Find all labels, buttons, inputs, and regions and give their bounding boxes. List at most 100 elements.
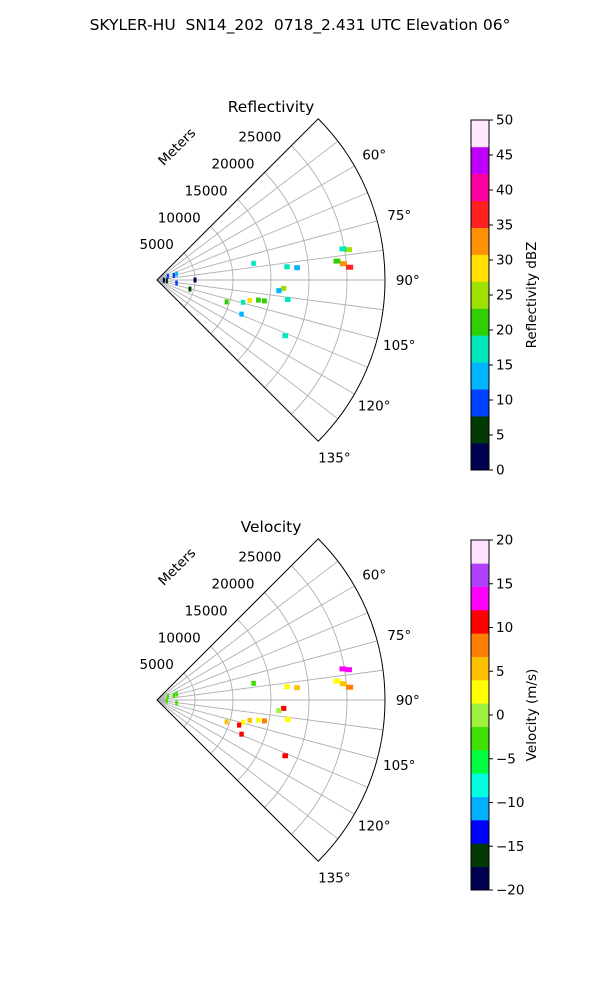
range-tick-label: 20000 bbox=[212, 577, 255, 593]
echo-gate bbox=[224, 299, 229, 305]
colorbar-segment bbox=[471, 120, 489, 148]
colorbar-segment bbox=[471, 820, 489, 844]
colorbar-tick-label: 20 bbox=[496, 323, 513, 339]
echo-gate bbox=[344, 247, 352, 253]
azimuth-gridline bbox=[156, 669, 384, 701]
colorbar-segment bbox=[471, 362, 489, 390]
azimuth-tick-label: 135° bbox=[318, 450, 351, 466]
polar-frame bbox=[156, 538, 386, 862]
azimuth-tick-label: 120° bbox=[358, 398, 391, 414]
range-tick-label: 5000 bbox=[140, 237, 174, 253]
range-tick-label: 20000 bbox=[212, 157, 255, 173]
colorbar-segment bbox=[471, 680, 489, 704]
colorbar-segment bbox=[471, 308, 489, 336]
echo-gate bbox=[285, 717, 291, 723]
azimuth-gridline bbox=[156, 249, 384, 281]
azimuth-gridline bbox=[156, 585, 355, 701]
echo-gate bbox=[247, 717, 253, 723]
azimuth-gridline bbox=[156, 279, 368, 368]
echo-gate bbox=[261, 298, 267, 304]
echo-gate bbox=[261, 718, 267, 724]
echo-gate bbox=[172, 272, 176, 278]
echo-gate bbox=[339, 246, 347, 252]
colorbar-segment bbox=[471, 773, 489, 797]
colorbar-tick-label: −10 bbox=[496, 795, 525, 811]
colorbar-label: Reflectivity dBZ bbox=[524, 242, 540, 349]
colorbar-tick-label: 10 bbox=[496, 393, 513, 409]
echo-gate bbox=[282, 333, 289, 339]
colorbar-tick-label: 15 bbox=[496, 358, 513, 374]
colorbar-segment bbox=[471, 173, 489, 202]
echo-gate bbox=[247, 297, 253, 303]
azimuth-tick-label: 90° bbox=[396, 273, 420, 289]
azimuth-gridline bbox=[156, 699, 355, 815]
echo-gate bbox=[276, 288, 282, 294]
echo-gate bbox=[339, 666, 347, 672]
figure-suptitle: SKYLER-HU SN14_202 0718_2.431 UTC Elevat… bbox=[89, 16, 511, 34]
azimuth-gridline bbox=[156, 699, 384, 731]
range-tick-label: 25000 bbox=[238, 550, 281, 566]
echo-gate bbox=[224, 719, 229, 725]
azimuth-gridline bbox=[156, 220, 378, 281]
colorbar-segment bbox=[471, 703, 489, 727]
colorbar-segment bbox=[471, 866, 489, 891]
range-tick-label: 15000 bbox=[185, 603, 228, 619]
azimuth-tick-label: 120° bbox=[358, 818, 391, 834]
colorbar-segment bbox=[471, 656, 489, 681]
colorbar-tick-label: 10 bbox=[496, 620, 513, 636]
azimuth-tick-label: 105° bbox=[383, 338, 416, 354]
azimuth-gridline bbox=[156, 699, 368, 788]
azimuth-gridline bbox=[156, 140, 339, 281]
colorbar-segment bbox=[471, 443, 489, 471]
echo-gate bbox=[284, 264, 290, 270]
colorbar-tick-label: 15 bbox=[496, 576, 513, 592]
colorbar-tick-label: 25 bbox=[496, 288, 513, 304]
echo-gate bbox=[284, 684, 290, 690]
colorbar-tick-label: 35 bbox=[496, 218, 513, 234]
azimuth-tick-label: 105° bbox=[383, 758, 416, 774]
echo-gate bbox=[236, 722, 242, 728]
echo-gate bbox=[172, 692, 176, 698]
echo-gate bbox=[346, 264, 354, 270]
azimuth-gridline bbox=[156, 279, 384, 311]
colorbar-tick-label: 0 bbox=[496, 708, 505, 724]
range-axis-label: Meters bbox=[155, 125, 199, 169]
echo-gate bbox=[175, 271, 178, 277]
colorbar-segment bbox=[471, 540, 489, 564]
colorbar-segment bbox=[471, 843, 489, 867]
azimuth-gridline bbox=[156, 560, 339, 701]
echo-gate bbox=[256, 717, 261, 723]
colorbar-segment bbox=[471, 254, 489, 282]
echo-gate bbox=[346, 684, 354, 690]
azimuth-gridline bbox=[156, 699, 378, 760]
colorbar-tick-label: −5 bbox=[496, 751, 516, 767]
echo-gate bbox=[166, 273, 169, 279]
echo-gate bbox=[251, 260, 256, 266]
range-tick-label: 5000 bbox=[140, 657, 174, 673]
echo-gate bbox=[193, 277, 197, 283]
colorbar-label: Velocity (m/s) bbox=[524, 669, 540, 762]
colorbar-segment bbox=[471, 750, 489, 774]
echo-gate bbox=[165, 278, 168, 284]
colorbar-tick-label: −20 bbox=[496, 883, 525, 899]
azimuth-gridline bbox=[156, 279, 378, 340]
azimuth-tick-label: 60° bbox=[362, 568, 386, 584]
colorbar-tick-label: 30 bbox=[496, 253, 513, 269]
azimuth-gridline bbox=[156, 612, 368, 701]
echo-gate bbox=[256, 297, 261, 303]
colorbar-segment bbox=[471, 563, 489, 587]
echo-gate bbox=[239, 311, 244, 317]
azimuth-tick-label: 75° bbox=[387, 628, 411, 644]
colorbar-segment bbox=[471, 389, 489, 417]
echo-gate bbox=[166, 693, 169, 699]
echo-gate bbox=[162, 277, 165, 283]
colorbar-segment bbox=[471, 281, 489, 309]
echo-gate bbox=[333, 258, 341, 264]
range-tick-label: 25000 bbox=[238, 130, 281, 146]
echo-gate bbox=[280, 285, 287, 291]
range-tick-label: 10000 bbox=[158, 210, 201, 226]
colorbar-segment bbox=[471, 146, 489, 175]
azimuth-tick-label: 60° bbox=[362, 148, 386, 164]
echo-gate bbox=[344, 667, 352, 673]
echo-gate bbox=[188, 286, 192, 292]
